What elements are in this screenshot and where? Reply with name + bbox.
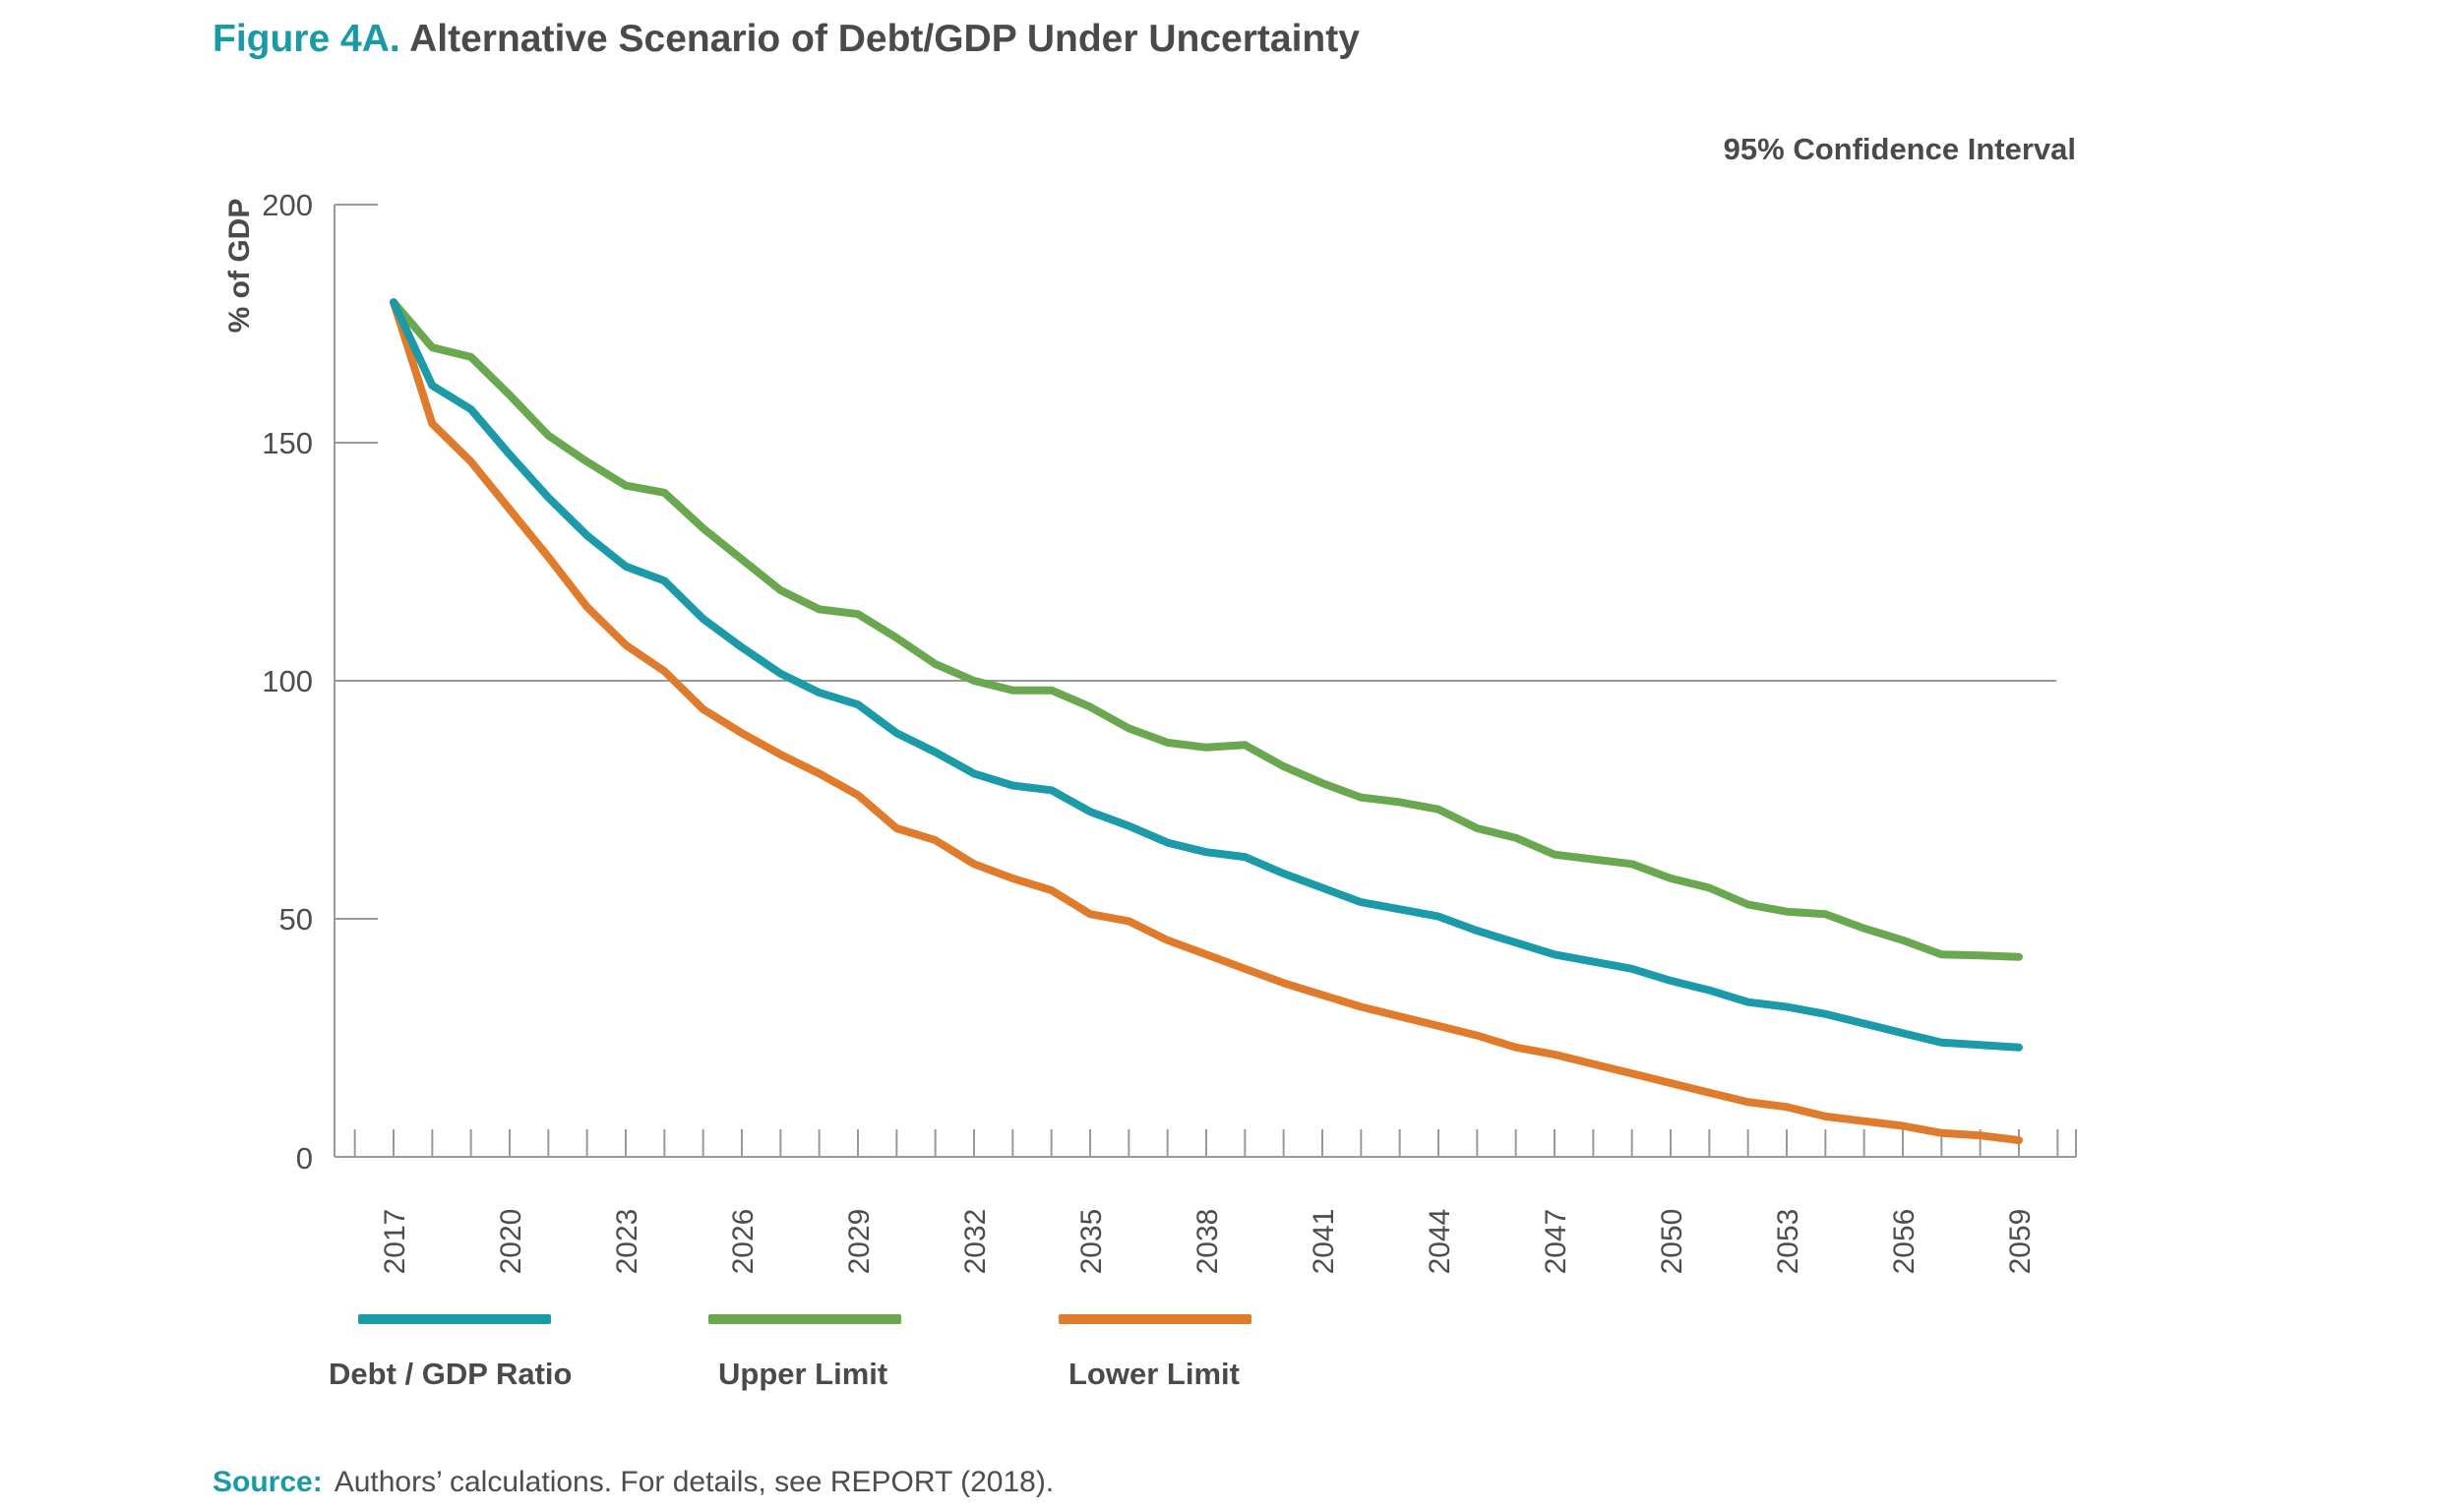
x-axis-tick-labels: 2017 2020 2023 2026 2029 2032 2035 2038 2041 2044…: [379, 1209, 2037, 1275]
y-tick-label: 50: [279, 902, 313, 937]
series-line-lower: [390, 298, 2023, 1145]
legend-swatch-lower: [1059, 1314, 1251, 1324]
x-tick-label: 2020: [495, 1209, 527, 1275]
source-text: Authors’ calculations. For details, see …: [334, 1466, 1055, 1498]
x-tick-label: 2029: [843, 1209, 876, 1275]
x-tick-label: 2047: [1540, 1209, 1572, 1275]
figure-title-text: Alternative Scenario of Debt/GDP Under U…: [409, 18, 1360, 60]
series-lines: [390, 298, 2023, 1145]
legend-label-lower: Lower Limit: [1068, 1357, 1240, 1391]
x-tick-label: 2017: [379, 1209, 411, 1275]
x-tick-label: 2044: [1424, 1209, 1456, 1275]
legend-label-debt: Debt / GDP Ratio: [329, 1357, 573, 1391]
y-axis-ticks: 0 50 100 150 200: [262, 188, 378, 1176]
y-tick-label: 200: [262, 188, 313, 222]
x-tick-label: 2053: [1772, 1209, 1804, 1275]
figure-title: Figure 4A. Alternative Scenario of Debt/…: [213, 18, 1360, 61]
x-tick-label: 2050: [1656, 1209, 1688, 1275]
confidence-interval-note: 95% Confidence Interval: [1723, 132, 2076, 166]
x-tick-label: 2032: [959, 1209, 992, 1275]
x-tick-label: 2026: [727, 1209, 760, 1275]
x-tick-label: 2023: [611, 1209, 643, 1275]
source-note: Source: Authors’ calculations. For detail…: [213, 1466, 1054, 1499]
x-tick-label: 2059: [2004, 1209, 2037, 1275]
x-tick-label: 2035: [1075, 1209, 1108, 1275]
y-tick-label: 100: [262, 664, 313, 698]
x-axis-ticks: [353, 1129, 2077, 1157]
y-tick-label: 150: [262, 426, 313, 460]
x-tick-label: 2038: [1191, 1209, 1224, 1275]
y-tick-label: 0: [296, 1141, 313, 1176]
figure-label: Figure 4A.: [213, 18, 400, 60]
source-label: Source:: [213, 1466, 323, 1498]
legend-item-lower: Lower Limit: [1059, 1314, 1251, 1391]
y-axis-label: % of GDP: [223, 199, 256, 333]
legend-label-upper: Upper Limit: [718, 1357, 888, 1391]
legend-swatch-upper: [708, 1314, 901, 1324]
legend-item-upper: Upper Limit: [708, 1314, 901, 1391]
legend-swatch-debt: [358, 1314, 551, 1324]
legend-item-debt: Debt / GDP Ratio: [329, 1314, 572, 1391]
series-line-upper: [390, 298, 2023, 961]
x-tick-label: 2041: [1308, 1209, 1340, 1275]
x-tick-label: 2056: [1888, 1209, 1921, 1275]
series-line-debt: [390, 298, 2023, 1052]
